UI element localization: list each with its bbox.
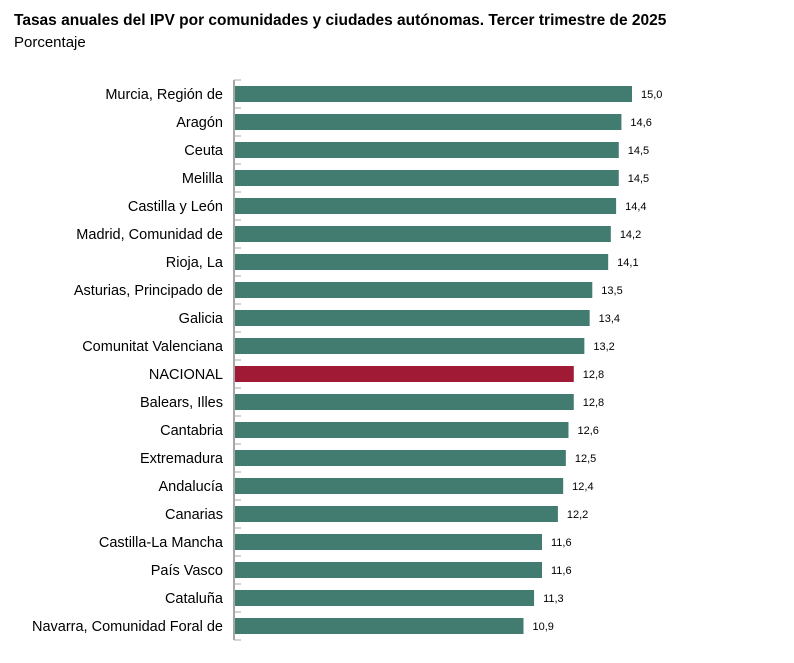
category-label: Melilla: [182, 171, 224, 187]
data-label: 12,8: [583, 369, 604, 381]
data-label: 14,1: [617, 257, 638, 269]
category-label: Comunitat Valenciana: [82, 339, 224, 355]
bar: [235, 142, 619, 158]
category-label: Cantabria: [160, 423, 224, 439]
bar: [235, 86, 632, 102]
category-label: Aragón: [176, 115, 223, 131]
category-label: País Vasco: [151, 563, 223, 579]
bar: [235, 478, 564, 494]
bar: [235, 562, 543, 578]
bar: [235, 338, 585, 354]
data-label: 14,6: [630, 117, 651, 129]
bar: [235, 534, 543, 550]
bar: [235, 450, 566, 466]
category-label: Asturias, Principado de: [74, 283, 223, 299]
bar: [235, 198, 617, 214]
bar: [235, 114, 622, 130]
category-label: NACIONAL: [149, 367, 223, 383]
data-label: 14,2: [620, 229, 641, 241]
data-label: 14,4: [625, 201, 646, 213]
data-label: 11,6: [551, 565, 572, 577]
data-label: 14,5: [628, 145, 649, 157]
data-label: 12,5: [575, 453, 596, 465]
bar: [235, 282, 593, 298]
data-label: 12,6: [577, 425, 598, 437]
category-label: Navarra, Comunidad Foral de: [32, 619, 223, 635]
bar: [235, 590, 535, 606]
bar: [235, 226, 611, 242]
bar: [235, 394, 574, 410]
bar: [235, 506, 558, 522]
data-label: 12,8: [583, 397, 604, 409]
data-label: 15,0: [641, 89, 662, 101]
bar: [235, 618, 524, 634]
data-label: 12,2: [567, 509, 588, 521]
category-label: Castilla-La Mancha: [99, 535, 224, 551]
bar-highlight: [235, 366, 574, 382]
category-label: Andalucía: [159, 479, 224, 495]
chart-title: Tasas anuales del IPV por comunidades y …: [14, 12, 667, 29]
data-label: 13,4: [599, 313, 620, 325]
category-label: Balears, Illes: [140, 395, 223, 411]
data-label: 11,6: [551, 537, 572, 549]
bar: [235, 310, 590, 326]
category-label: Rioja, La: [166, 255, 224, 271]
bar: [235, 422, 569, 438]
category-label: Murcia, Región de: [105, 87, 223, 103]
category-label: Galicia: [179, 311, 224, 327]
category-label: Castilla y León: [128, 199, 223, 215]
data-label: 11,3: [543, 593, 564, 605]
data-label: 14,5: [628, 173, 649, 185]
data-label: 13,5: [601, 285, 622, 297]
data-label: 12,4: [572, 481, 593, 493]
category-label: Ceuta: [184, 143, 224, 159]
category-label: Canarias: [165, 507, 223, 523]
bar: [235, 170, 619, 186]
category-label: Extremadura: [140, 451, 224, 467]
category-label: Madrid, Comunidad de: [76, 227, 223, 243]
data-label: 13,2: [593, 341, 614, 353]
bar: [235, 254, 609, 270]
category-label: Cataluña: [165, 591, 224, 607]
data-label: 10,9: [532, 621, 553, 633]
chart-subtitle: Porcentaje: [14, 34, 86, 51]
